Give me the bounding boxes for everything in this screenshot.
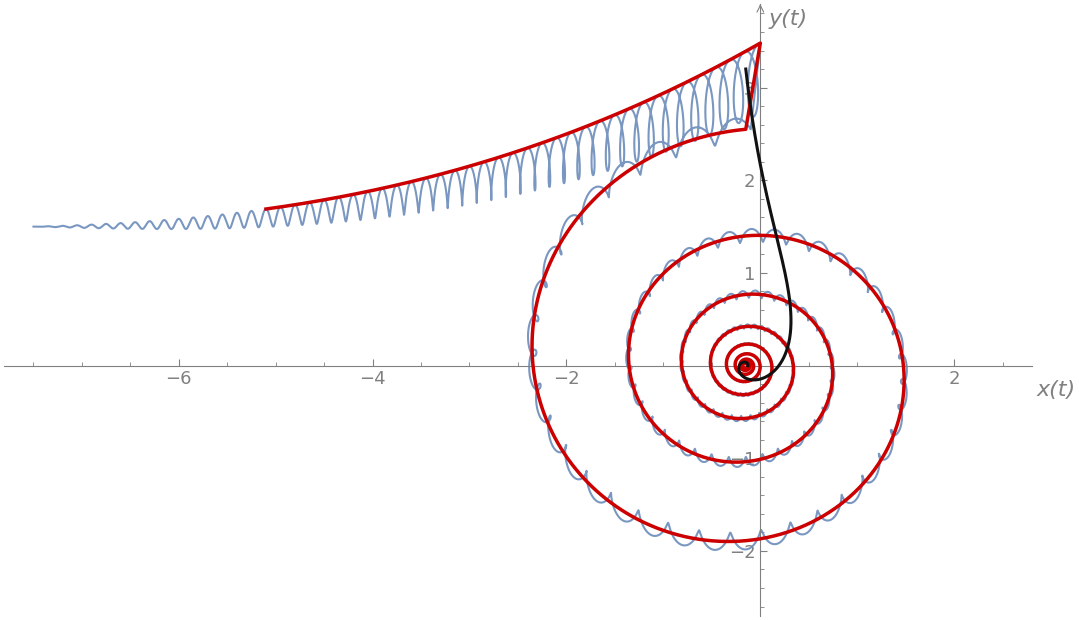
Text: x(t): x(t) xyxy=(1037,379,1076,399)
Text: y(t): y(t) xyxy=(768,9,807,29)
